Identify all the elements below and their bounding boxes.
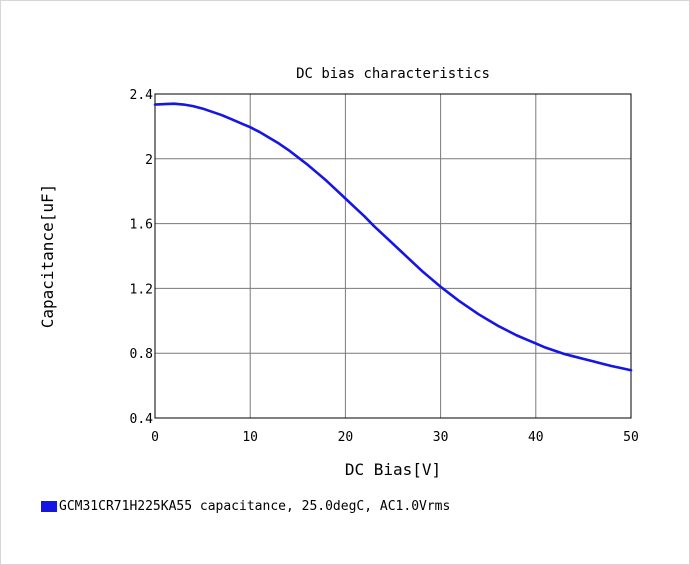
legend-label: GCM31CR71H225KA55 capacitance, 25.0degC,… (59, 498, 451, 514)
y-tick-label: 0.4 (130, 412, 154, 427)
y-tick-label: 2 (145, 153, 153, 168)
chart-title: DC bias characteristics (296, 66, 490, 82)
legend-swatch (41, 500, 57, 512)
y-tick-label: 1.6 (130, 218, 153, 233)
x-tick-label: 20 (338, 430, 354, 445)
x-tick-label: 30 (433, 430, 449, 445)
x-tick-label: 50 (623, 430, 639, 445)
x-tick-label: 40 (528, 430, 544, 445)
series-line (153, 102, 633, 372)
tick-labels: 0 10 20 30 40 50 0.4 0.8 1.2 1.6 2 2.4 (130, 88, 639, 445)
legend: GCM31CR71H225KA55 capacitance, 25.0degC,… (41, 497, 450, 515)
y-axis-label: Capacitance[uF] (38, 184, 57, 329)
y-tick-label: 1.2 (130, 282, 153, 297)
plot-border (154, 93, 632, 419)
x-tick-label: 0 (151, 430, 159, 445)
y-tick-label: 2.4 (130, 88, 154, 103)
x-tick-label: 10 (242, 430, 258, 445)
grid (155, 94, 631, 418)
y-tick-label: 0.8 (130, 347, 153, 362)
x-axis-label: DC Bias[V] (345, 460, 441, 479)
